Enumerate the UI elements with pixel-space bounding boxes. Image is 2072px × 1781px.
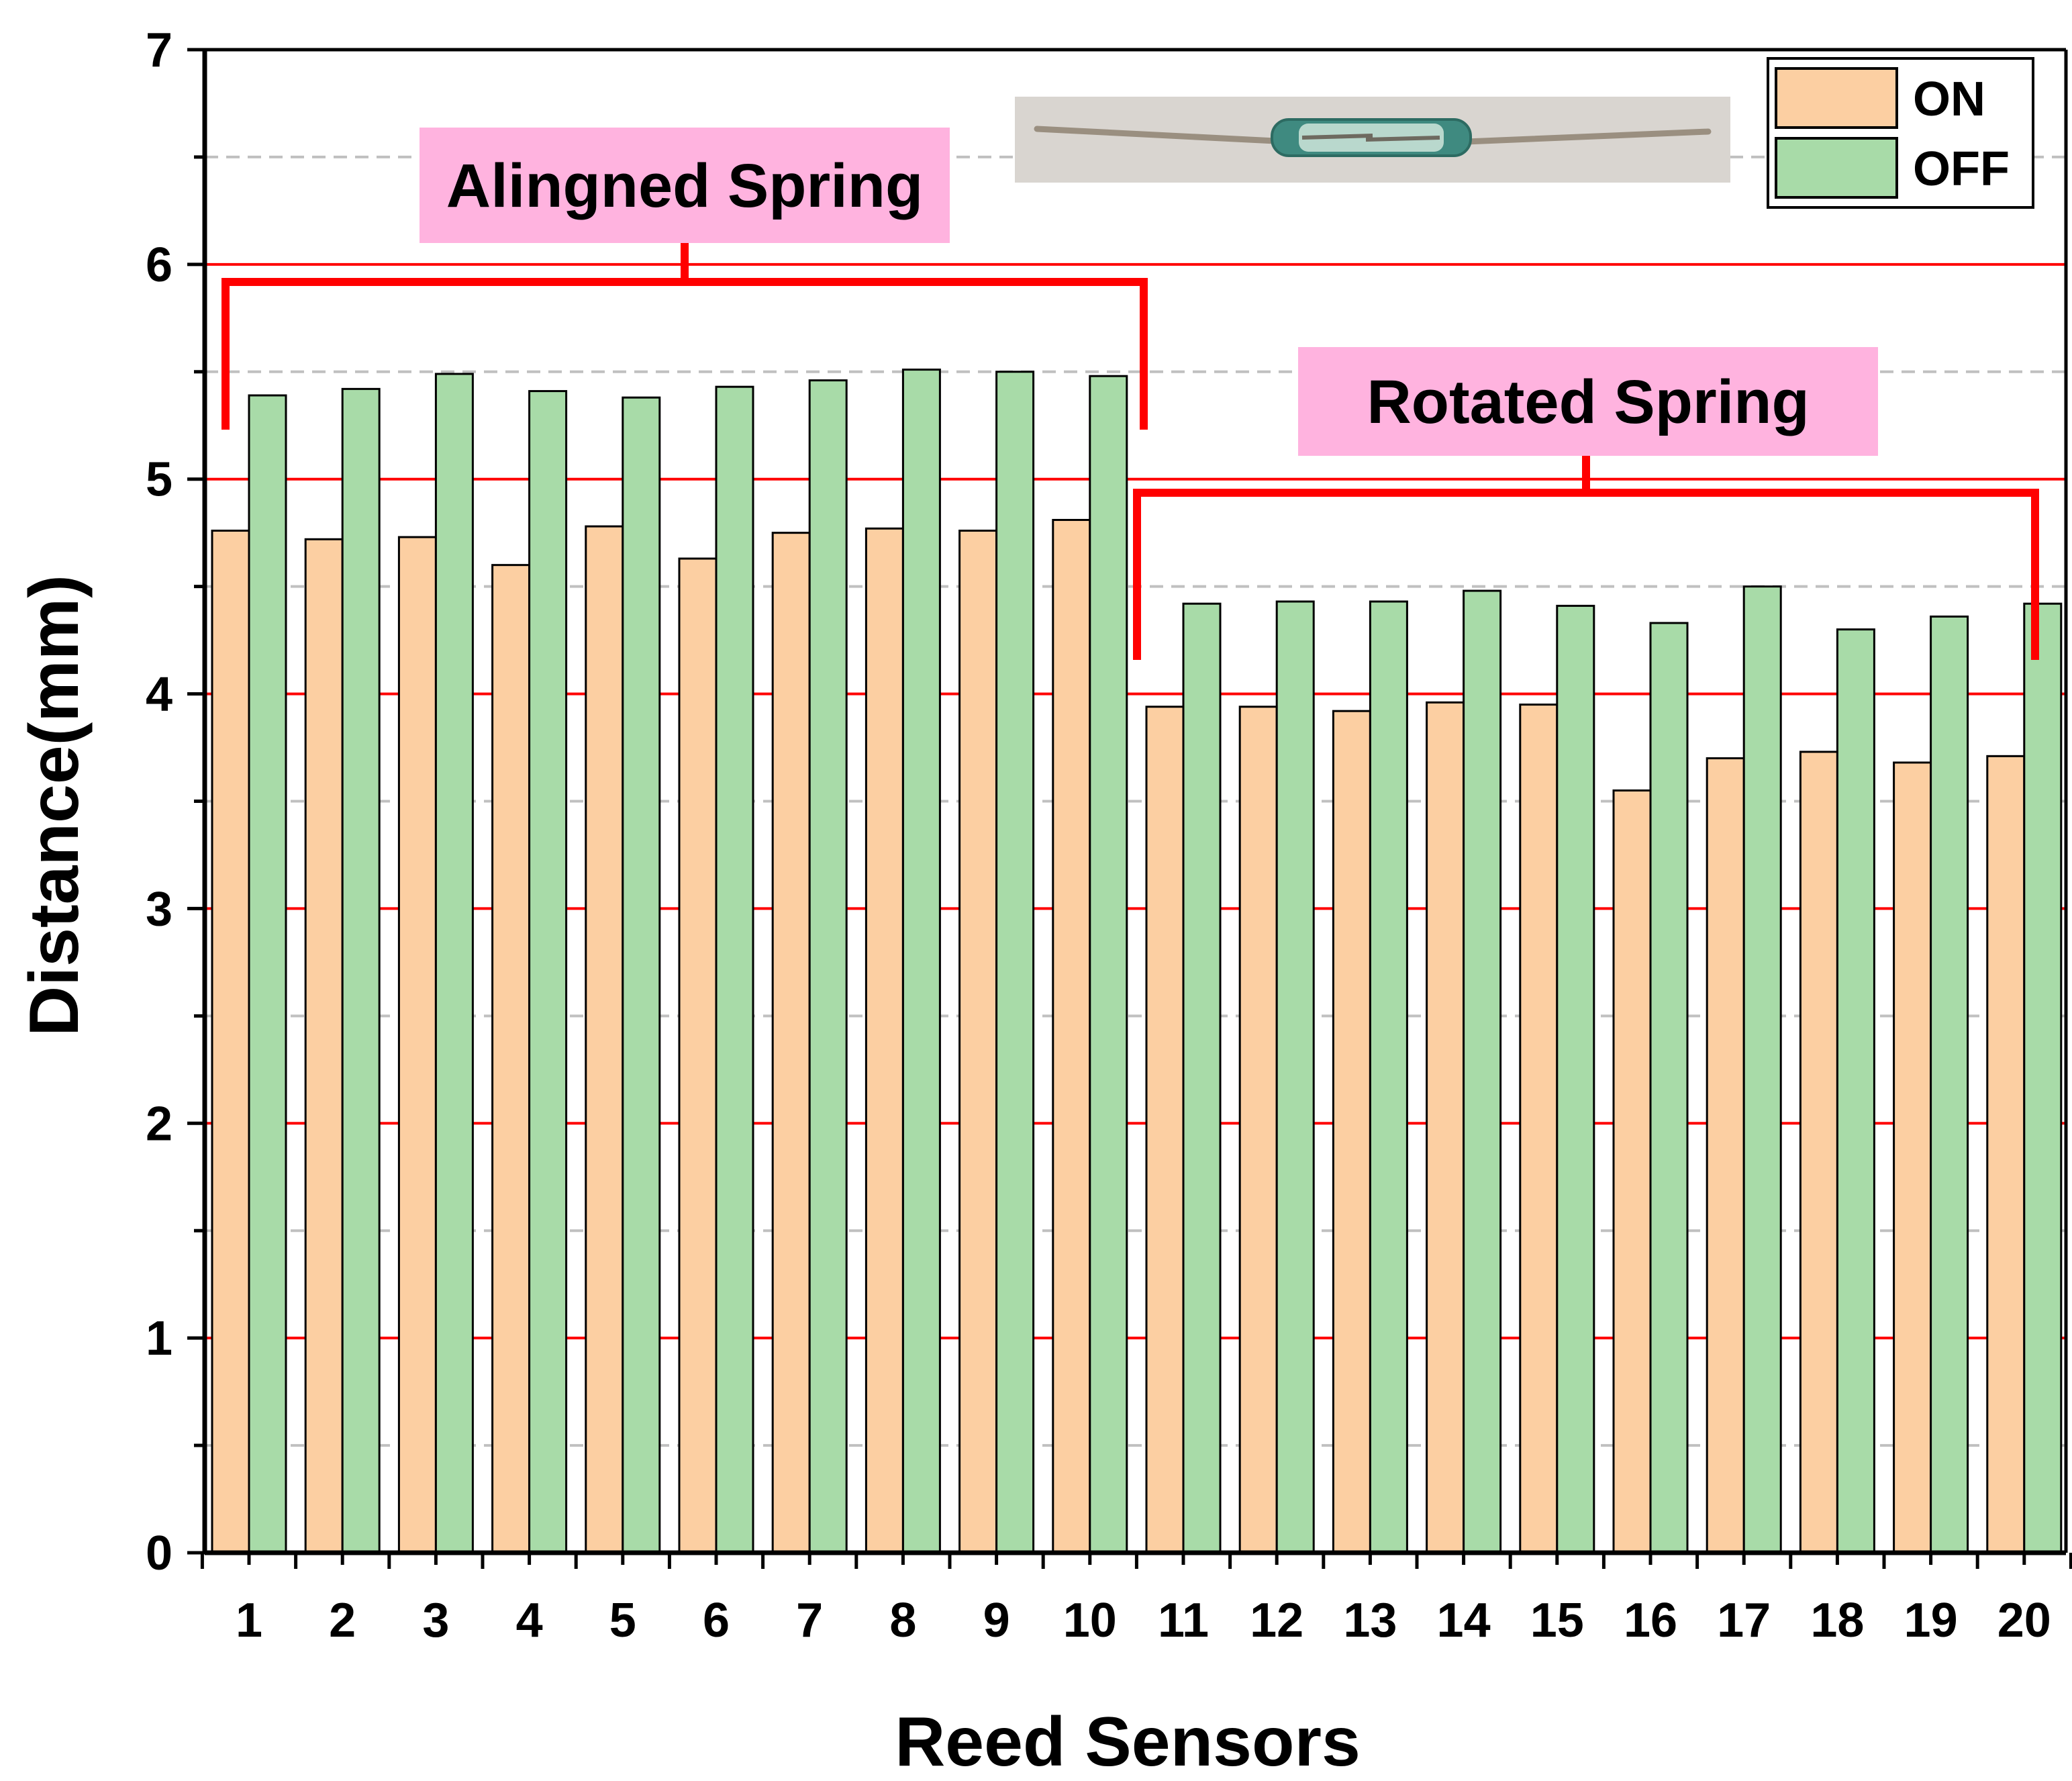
- x-tick-label: 16: [1624, 1594, 1677, 1647]
- y-tick-label: 6: [146, 238, 172, 292]
- bar-on-11: [1145, 706, 1185, 1554]
- x-tick-label: 20: [1997, 1594, 2051, 1647]
- bar-off-7: [808, 379, 848, 1554]
- rotated-spring-annotation: Rotated Spring: [1133, 347, 2039, 660]
- bar-on-17: [1706, 757, 1745, 1554]
- legend-swatch-on: [1775, 67, 1898, 129]
- bar-on-13: [1332, 710, 1371, 1554]
- x-tick-label: 13: [1343, 1594, 1397, 1647]
- x-tick-label: 5: [609, 1594, 636, 1647]
- y-tick-label: 2: [146, 1097, 172, 1151]
- y-tick-label: 1: [146, 1312, 172, 1365]
- y-tick-label: 3: [146, 882, 172, 936]
- x-tick-label: 8: [889, 1594, 916, 1647]
- bar-on-19: [1893, 761, 1932, 1554]
- bar-off-4: [528, 390, 568, 1554]
- x-tick-label: 3: [422, 1594, 449, 1647]
- aligned-spring-annotation: Alingned Spring: [221, 128, 1148, 430]
- x-tick-label: 18: [1810, 1594, 1864, 1647]
- bar-off-20: [2023, 602, 2063, 1554]
- y-axis-title: Distance(mm): [15, 575, 93, 1037]
- bar-on-15: [1519, 704, 1559, 1554]
- annotation-label: Alingned Spring: [446, 152, 923, 220]
- bar-on-6: [678, 557, 718, 1554]
- bar-off-17: [1742, 585, 1782, 1554]
- x-tick-label: 7: [796, 1594, 823, 1647]
- annotation-label-box: [1298, 347, 1878, 456]
- x-tick-label: 14: [1437, 1594, 1491, 1647]
- legend-label-on: ON: [1913, 73, 1985, 126]
- reed-switch-photo: [1015, 97, 1730, 183]
- bar-on-18: [1799, 751, 1838, 1554]
- y-tick-label: 5: [146, 453, 172, 507]
- bar-on-7: [771, 532, 811, 1554]
- x-tick-label: 9: [983, 1594, 1010, 1647]
- x-tick-label: 6: [703, 1594, 730, 1647]
- bar-on-5: [585, 525, 624, 1554]
- y-tick-label: 4: [146, 668, 172, 722]
- x-axis-title: Reed Sensors: [895, 1703, 1361, 1781]
- bar-off-16: [1649, 622, 1689, 1554]
- bar-on-10: [1052, 518, 1091, 1554]
- x-tick-label: 12: [1250, 1594, 1303, 1647]
- legend-label-off: OFF: [1913, 142, 2010, 196]
- legend: ON OFF: [1767, 57, 2034, 209]
- x-tick-label: 15: [1530, 1594, 1584, 1647]
- bar-off-5: [622, 396, 661, 1554]
- annotation-label: Rotated Spring: [1367, 368, 1809, 436]
- x-tick-label: 11: [1158, 1594, 1209, 1647]
- axes: [187, 48, 2072, 1569]
- bar-off-14: [1463, 589, 1502, 1554]
- bar-off-6: [715, 385, 754, 1554]
- bar-off-2: [341, 387, 381, 1554]
- legend-swatch-off: [1775, 137, 1898, 199]
- bar-off-18: [1836, 628, 1875, 1554]
- bar-on-20: [1986, 755, 2026, 1554]
- bar-off-13: [1369, 600, 1408, 1554]
- annotation-label-box: [420, 128, 950, 243]
- bar-on-8: [865, 527, 904, 1554]
- bar-off-3: [434, 373, 474, 1554]
- bar-on-16: [1612, 789, 1652, 1554]
- bar-on-14: [1426, 701, 1465, 1554]
- x-tick-label: 4: [516, 1594, 543, 1647]
- bar-off-19: [1930, 615, 1969, 1554]
- bar-off-12: [1275, 600, 1315, 1554]
- bar-on-1: [211, 529, 250, 1554]
- x-tick-label: 2: [329, 1594, 356, 1647]
- bars: [211, 369, 2063, 1554]
- x-tick-label: 19: [1904, 1594, 1958, 1647]
- y-tick-label: 7: [146, 23, 172, 77]
- bar-on-9: [958, 529, 998, 1554]
- bar-off-8: [901, 369, 941, 1554]
- y-tick-label: 0: [146, 1527, 172, 1580]
- bar-off-11: [1182, 602, 1222, 1554]
- x-tick-label: 10: [1063, 1594, 1117, 1647]
- x-tick-label: 17: [1717, 1594, 1771, 1647]
- bar-off-1: [248, 394, 287, 1554]
- bar-off-10: [1089, 375, 1128, 1554]
- bar-on-4: [491, 564, 531, 1554]
- bar-off-15: [1556, 604, 1595, 1554]
- annotations: Alingned Spring Rotated Spring: [221, 128, 2039, 660]
- x-tick-label: 1: [236, 1594, 262, 1647]
- bar-off-9: [995, 371, 1035, 1554]
- bar-on-12: [1238, 706, 1278, 1554]
- bar-on-3: [397, 536, 437, 1554]
- bar-on-2: [304, 538, 344, 1554]
